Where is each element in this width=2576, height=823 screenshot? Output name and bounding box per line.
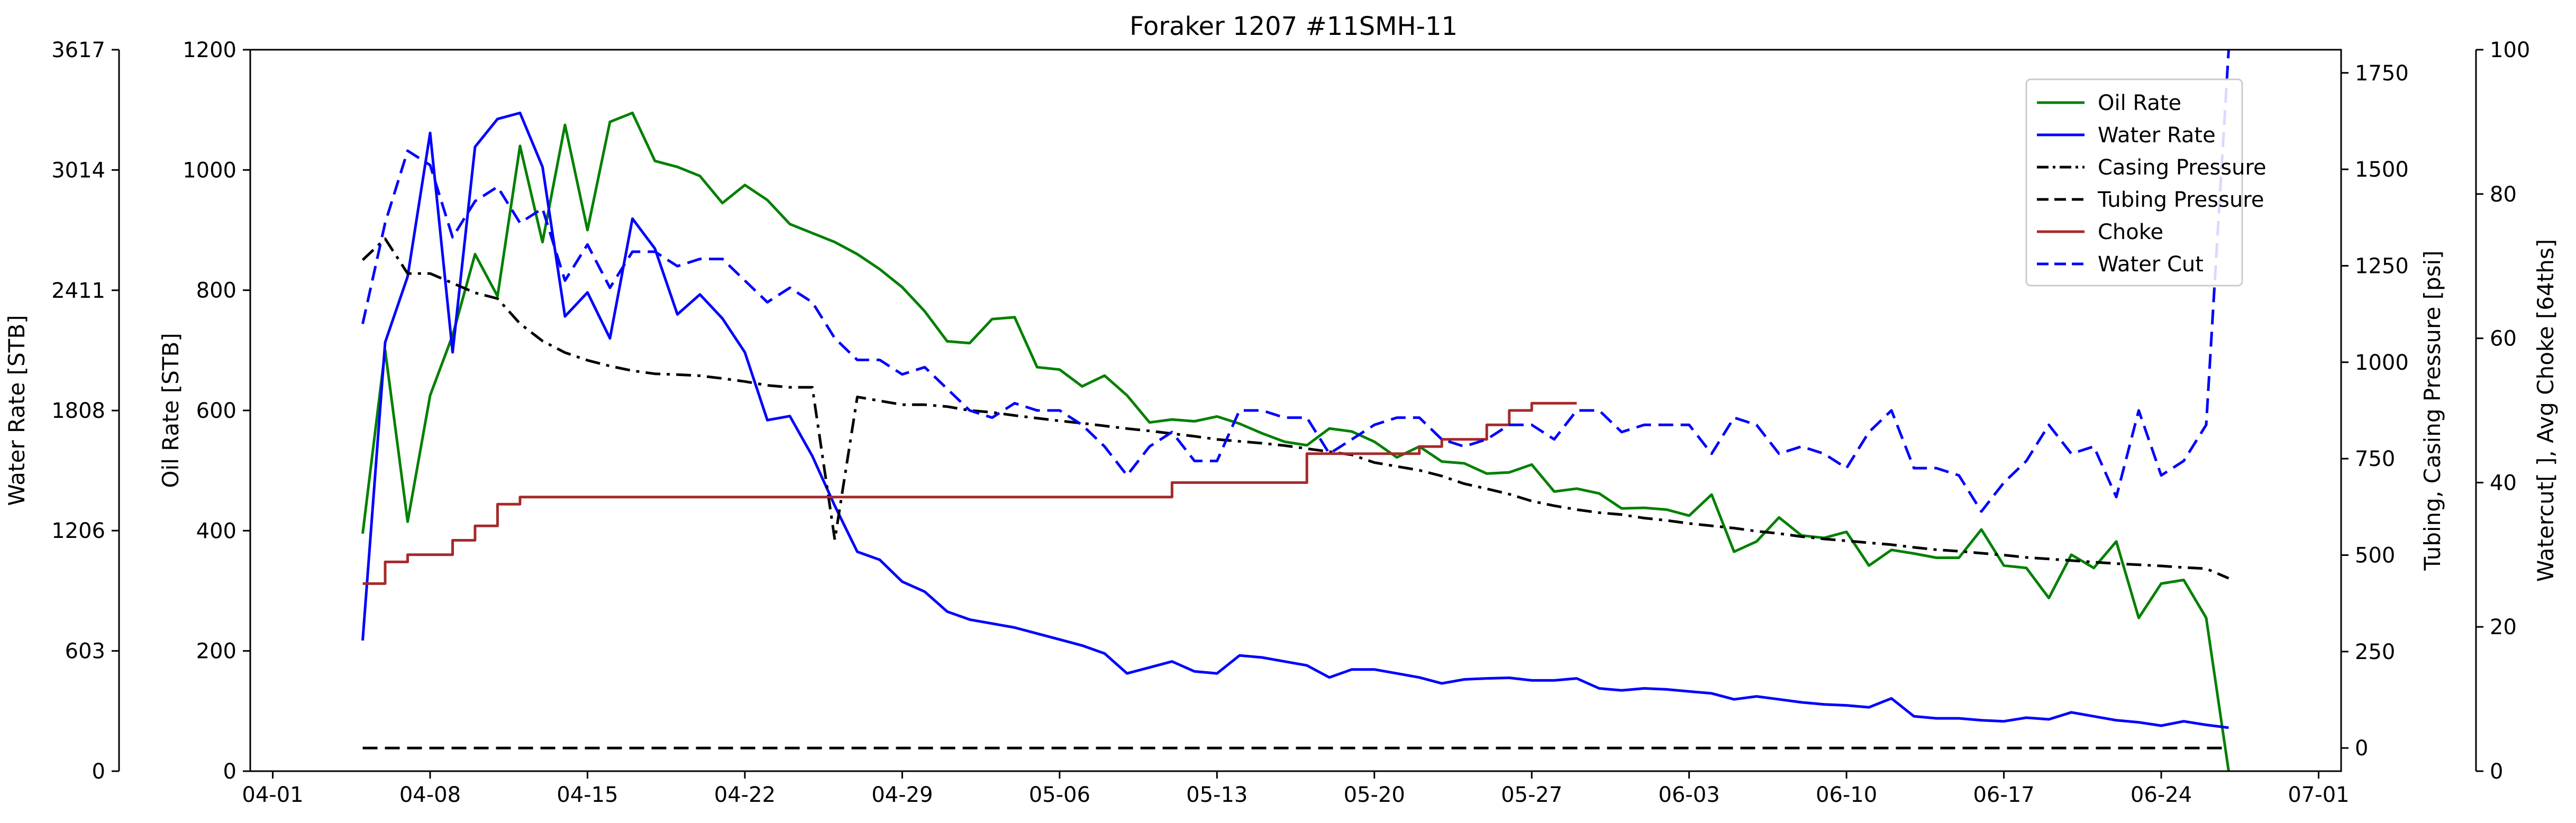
x-tick-label: 04-15 <box>557 783 618 807</box>
x-tick-label: 07-01 <box>2288 783 2349 807</box>
oil-tick-label: 0 <box>223 760 236 784</box>
pct-tick-label: 0 <box>2490 760 2503 784</box>
x-tick-label: 05-06 <box>1029 783 1090 807</box>
pressure-tick-label: 250 <box>2355 640 2395 664</box>
water-tick-label: 3617 <box>51 38 105 62</box>
water-tick-label: 3014 <box>51 158 105 182</box>
casing-pressure-line <box>361 237 2229 580</box>
legend-box <box>2025 78 2243 287</box>
pressure-tick-label: 0 <box>2355 736 2368 761</box>
x-tick-label: 05-27 <box>1501 783 1562 807</box>
water-tick-label: 603 <box>65 639 105 664</box>
water-tick-label: 1808 <box>51 399 105 423</box>
pct-tick-label: 80 <box>2490 182 2517 207</box>
water-tick-label: 1206 <box>51 519 105 543</box>
x-tick-label: 06-24 <box>2131 783 2192 807</box>
choke-line <box>362 401 1577 585</box>
pct-axis-label: Watercut[ ], Avg Choke [64ths] <box>2533 239 2559 582</box>
water-axis-label: Water Rate [STB] <box>4 315 30 506</box>
oil-rate-line <box>361 111 2230 771</box>
pct-tick-label: 100 <box>2490 38 2530 62</box>
pct-tick-label: 60 <box>2490 327 2517 351</box>
oil-tick-label: 1200 <box>183 38 236 62</box>
x-tick-label: 04-08 <box>399 783 461 807</box>
pct-tick-label: 40 <box>2490 471 2517 495</box>
pressure-tick-label: 1500 <box>2355 158 2409 182</box>
x-tick-label: 04-01 <box>242 783 303 807</box>
legend: Oil Rate Water Rate Casing Pressure Tubing … <box>2025 78 2266 287</box>
legend-entry: Casing Pressure <box>2098 156 2266 180</box>
oil-tick-label: 1000 <box>183 158 236 182</box>
pressure-tick-label: 750 <box>2355 447 2395 471</box>
x-tick-label: 04-22 <box>714 783 776 807</box>
oil-axis-label: Oil Rate [STB] <box>158 333 184 488</box>
oil-tick-label: 600 <box>196 399 236 423</box>
water-cut-line <box>361 50 2230 513</box>
legend-entry: Oil Rate <box>2098 91 2181 115</box>
water-tick-label: 2411 <box>51 279 105 303</box>
plot-marks <box>361 50 2230 771</box>
pressure-tick-label: 1250 <box>2355 254 2409 278</box>
x-tick-label: 04-29 <box>871 783 933 807</box>
x-tick-label: 05-20 <box>1344 783 1405 807</box>
x-tick-label: 06-10 <box>1816 783 1877 807</box>
x-tick-label: 06-03 <box>1659 783 1720 807</box>
pressure-axis-label: Tubing, Casing Pressure [psi] <box>2419 250 2445 571</box>
x-tick-label: 05-13 <box>1186 783 1248 807</box>
x-tick-label: 06-17 <box>1973 783 2034 807</box>
oil-tick-label: 400 <box>196 519 236 543</box>
water-rate-line <box>361 112 2229 729</box>
pressure-tick-label: 1750 <box>2355 61 2409 86</box>
water-tick-label: 0 <box>92 760 105 784</box>
oil-tick-label: 800 <box>196 279 236 303</box>
legend-entry: Tubing Pressure <box>2097 188 2264 212</box>
legend-entry: Water Rate <box>2098 123 2216 148</box>
chart-title: Foraker 1207 #11SMH-11 <box>1130 12 1458 41</box>
pressure-tick-label: 1000 <box>2355 351 2409 375</box>
legend-entry: Water Cut <box>2098 252 2204 277</box>
pct-tick-label: 20 <box>2490 615 2517 639</box>
pressure-tick-label: 500 <box>2355 544 2395 568</box>
legend-entry: Choke <box>2098 220 2163 244</box>
oil-tick-label: 200 <box>196 639 236 664</box>
